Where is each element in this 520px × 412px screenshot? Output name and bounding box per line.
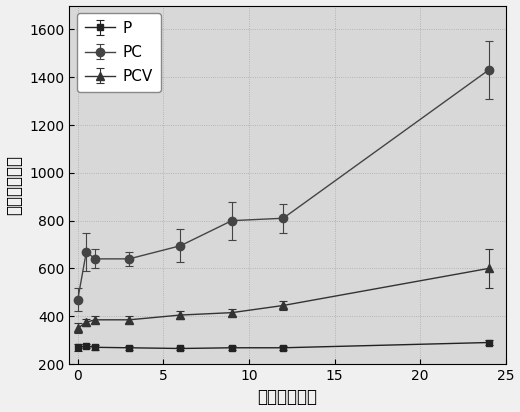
X-axis label: 时间（小时）: 时间（小时） bbox=[257, 389, 317, 407]
Y-axis label: 粒径（纳米）: 粒径（纳米） bbox=[6, 155, 23, 215]
Legend: P, PC, PCV: P, PC, PCV bbox=[77, 13, 161, 92]
